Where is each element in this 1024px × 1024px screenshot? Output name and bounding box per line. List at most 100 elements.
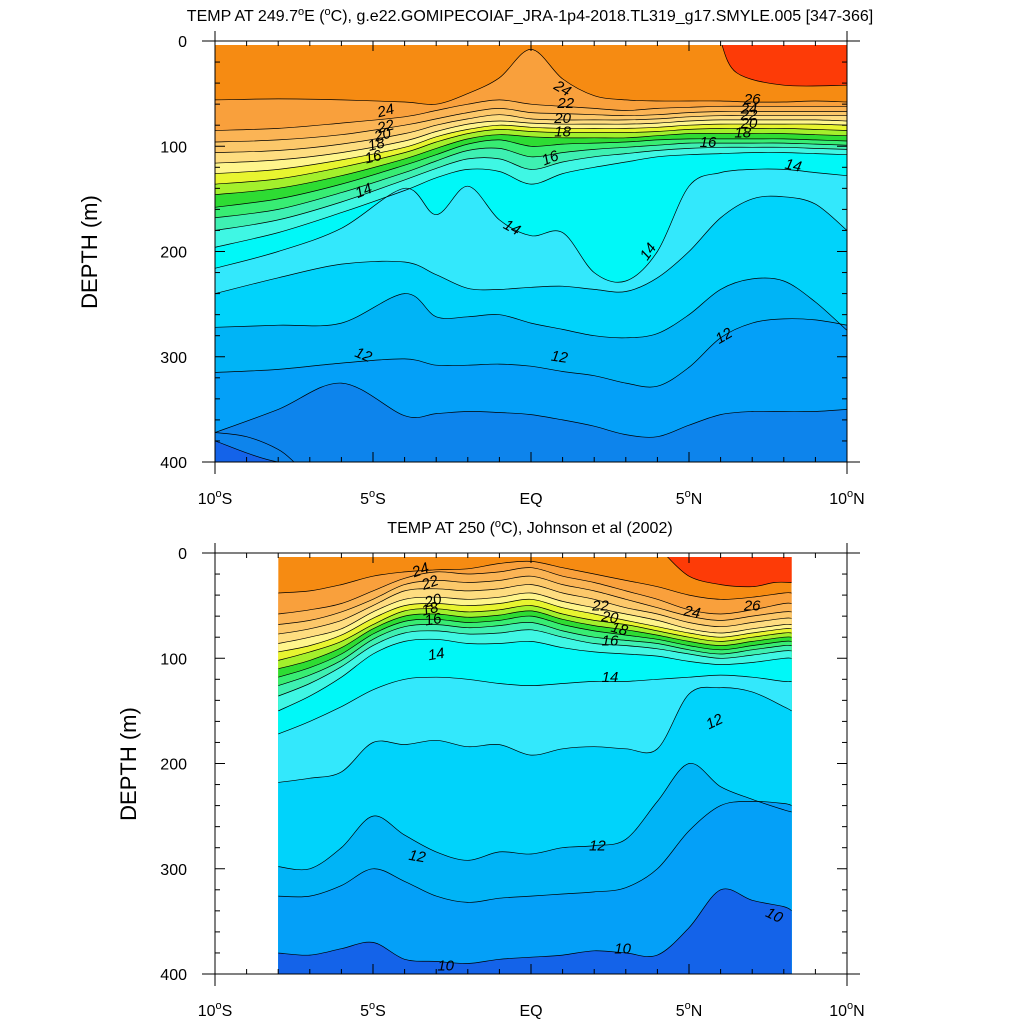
contour-label: 20	[599, 608, 620, 627]
contour-line-18	[215, 127, 847, 185]
contour-label: 16	[700, 134, 717, 151]
contour-band-11	[278, 801, 792, 974]
filled-contours	[215, 45, 847, 462]
y-tick-label: 200	[160, 245, 187, 262]
y-tick-label: 200	[160, 757, 187, 774]
contour-label: 12	[352, 344, 374, 366]
title-part: o	[495, 518, 501, 530]
contour-band-10	[278, 888, 792, 974]
contour-label: 10	[437, 958, 454, 975]
contour-line-9	[215, 432, 295, 462]
contour-band-26	[667, 557, 792, 587]
contour-line-15	[215, 146, 847, 231]
contour-label: 14	[353, 180, 375, 202]
panel-observed: TEMP AT 250 (oC), Johnson et al (2002) D…	[116, 518, 865, 1020]
contour-label: 18	[366, 134, 387, 155]
contour-line-15	[278, 629, 792, 697]
contour-label: 14	[500, 216, 523, 239]
contour-line-12	[215, 318, 847, 388]
contour-label: 20	[553, 110, 571, 127]
x-tick-label: 5oS	[360, 1000, 386, 1020]
x-tick-label: 10oN	[829, 488, 864, 508]
y-tick-label: 400	[160, 967, 187, 984]
title-part: E (	[304, 8, 325, 25]
title-part: C), Johnson et al (2002)	[501, 520, 673, 537]
y-tick-label: 400	[160, 455, 187, 472]
contour-label: 20	[740, 115, 758, 132]
contour-label: 12	[713, 324, 737, 347]
contour-label: 16	[539, 147, 561, 169]
contour-line-11	[278, 888, 792, 964]
x-tick-label: 5oN	[676, 1000, 703, 1020]
contour-line-23	[278, 567, 792, 615]
x-tick-label: EQ	[519, 1003, 542, 1020]
contour-label: 18	[734, 125, 751, 142]
contour-lines	[278, 557, 792, 974]
contour-label: 24	[375, 101, 396, 122]
contour-line-23	[215, 99, 847, 131]
panel-model: TEMP AT 249.7oE (oC), g.e22.GOMIPECOIAF_…	[77, 6, 873, 508]
panel-title-observed: TEMP AT 250 (oC), Johnson et al (2002)	[387, 518, 672, 537]
title-part: o	[298, 6, 304, 18]
contour-line-15-5	[278, 621, 792, 686]
y-tick-label: 100	[160, 651, 187, 668]
contour-label: 10	[763, 904, 786, 927]
y-tick-label: 0	[178, 34, 187, 51]
contour-line-22	[215, 108, 847, 143]
y-tick-label: 300	[160, 862, 187, 879]
contour-line-17	[278, 610, 792, 670]
x-tick-label: 5oN	[676, 488, 703, 508]
x-tick-label: 10oS	[198, 488, 233, 508]
contour-label: 12	[703, 710, 726, 733]
contour-label: 16	[423, 610, 443, 630]
contour-label: 14	[427, 645, 446, 665]
contour-band-10	[215, 383, 847, 462]
axes: 10oS 5oS EQ 5oN 10oN 0 100 200 300 400	[160, 31, 865, 508]
x-tick-label: 10oS	[198, 1000, 233, 1020]
contour-line-24	[215, 49, 847, 105]
contour-label: 12	[407, 847, 427, 867]
panel-title-model: TEMP AT 249.7oE (oC), g.e22.GOMIPECOIAF_…	[187, 6, 873, 25]
title-part: TEMP AT 250 (	[387, 520, 495, 537]
contour-label: 18	[554, 124, 571, 141]
contour-lines	[215, 45, 847, 462]
contour-label: 24	[681, 602, 701, 622]
contour-line-11	[215, 382, 847, 438]
contour-label: 22	[556, 95, 574, 112]
contour-line-17	[215, 133, 847, 196]
contour-line-13	[278, 763, 792, 871]
y-axis-label-observed: DEPTH (m)	[116, 707, 141, 821]
contour-label: 22	[375, 116, 397, 137]
contour-line-18	[278, 605, 792, 661]
contour-line-19	[278, 598, 792, 653]
plot-area-model: 2422201816142422201816141414262422201816…	[160, 31, 865, 508]
contour-line-19	[215, 123, 847, 174]
contour-line-21	[215, 114, 847, 153]
contour-line-15-5	[215, 142, 847, 219]
x-tick-label: EQ	[519, 491, 542, 508]
x-tick-label: 5oS	[360, 488, 386, 508]
contour-label: 14	[783, 156, 803, 176]
contour-line-24	[278, 560, 792, 600]
contour-line-26	[667, 557, 792, 588]
contour-line-16	[278, 615, 792, 678]
contour-label: 18	[420, 599, 441, 620]
contour-label: 20	[422, 590, 444, 611]
contour-line-21	[278, 584, 792, 635]
contour-label: 26	[743, 91, 761, 108]
contour-line-14	[215, 168, 847, 283]
contour-line-26	[721, 45, 847, 87]
x-tick-label: 10oN	[829, 1000, 864, 1020]
contour-line-12	[278, 800, 792, 903]
contour-line-13	[215, 277, 847, 339]
contour-line-22	[278, 575, 792, 625]
title-part: C), g.e22.GOMIPECOIAF_JRA-1p4-2018.TL319…	[331, 8, 874, 25]
contour-label: 24	[740, 100, 758, 117]
contour-label: 18	[609, 619, 630, 640]
contour-label: 24	[409, 559, 431, 581]
contour-label: 10	[614, 941, 631, 958]
contour-label: 14	[637, 240, 660, 263]
contour-label: 16	[602, 632, 619, 649]
contour-label: 14	[602, 669, 619, 686]
